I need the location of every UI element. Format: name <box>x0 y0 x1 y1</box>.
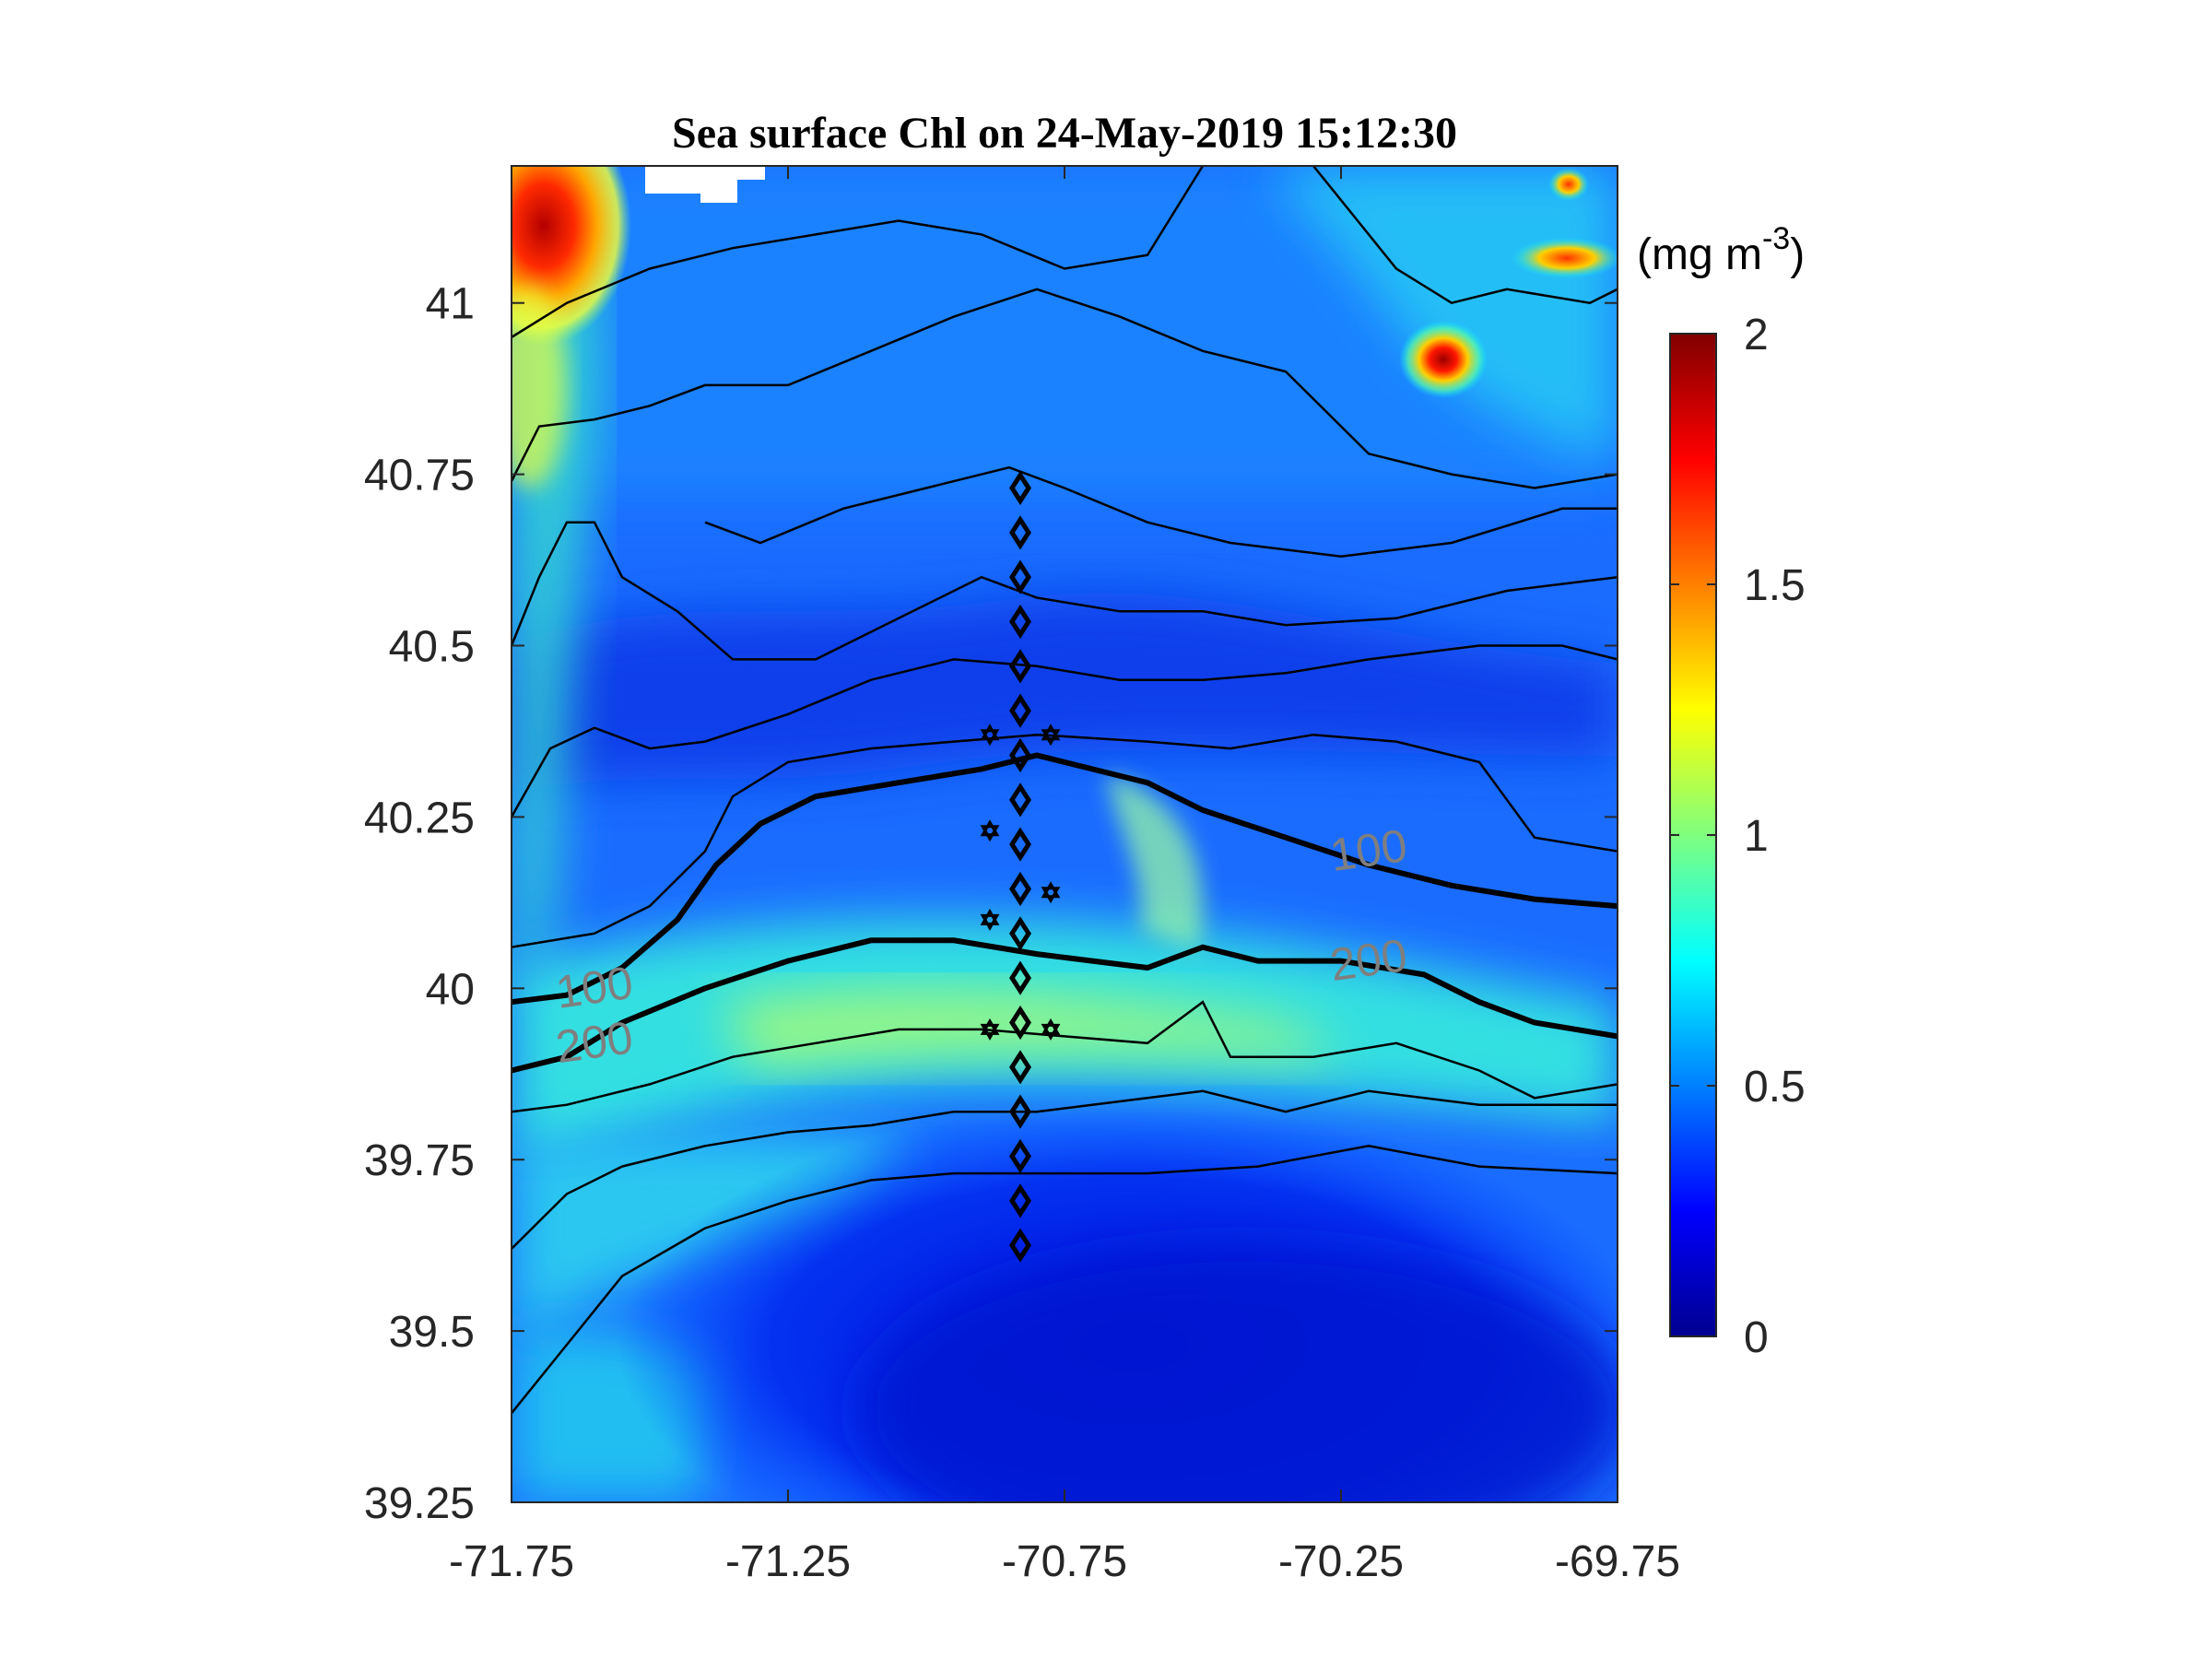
mooring-station-3 <box>1041 881 1061 904</box>
thin-isobath-1 <box>512 1089 1618 1250</box>
ctd-station-11 <box>1009 960 1031 995</box>
colorbar-tick-label-4: 2 <box>1744 311 1769 359</box>
thin-isobath-7 <box>512 288 1618 489</box>
y-tick-label-1: 39.5 <box>389 1308 475 1357</box>
thin-isobath-4 <box>512 644 1618 818</box>
mooring-station-1 <box>1041 724 1061 747</box>
thin-isobath-9 <box>1312 166 1618 305</box>
thin-isobaths <box>512 166 1618 1415</box>
isobath-label-3: 200 <box>1327 929 1410 991</box>
thin-isobath-5 <box>512 521 1618 661</box>
isobath-contours <box>512 166 1618 1415</box>
ctd-station-9 <box>1009 871 1031 907</box>
isobath-100m <box>512 752 1618 1006</box>
thin-isobath-6 <box>704 465 1618 559</box>
colorbar-tick-label-0: 0 <box>1744 1313 1769 1362</box>
colorbar-tick-label-2: 1 <box>1744 812 1769 861</box>
mooring-station-0 <box>980 724 1000 747</box>
isobath-label-0: 100 <box>553 957 636 1018</box>
isobath-200m <box>512 937 1618 1074</box>
mooring-station-2 <box>980 819 1000 842</box>
ctd-station-14 <box>1009 1094 1031 1129</box>
x-tick-label-2: -70.75 <box>1002 1537 1127 1586</box>
ctd-station-17 <box>1009 1228 1031 1263</box>
ctd-station-6 <box>1009 737 1031 773</box>
ctd-station-7 <box>1009 782 1031 818</box>
ctd-station-3 <box>1009 604 1031 640</box>
x-tick-label-0: -71.75 <box>449 1537 574 1586</box>
y-tick-label-2: 39.75 <box>364 1136 475 1185</box>
y-tick-label-4: 40.25 <box>364 794 475 842</box>
ctd-station-15 <box>1009 1138 1031 1174</box>
y-tick-label-3: 40 <box>426 965 475 1014</box>
y-tick-label-0: 39.25 <box>364 1479 475 1528</box>
x-tick-label-4: -69.75 <box>1555 1537 1680 1586</box>
ctd-station-0 <box>1009 470 1031 506</box>
ctd-station-13 <box>1009 1050 1031 1085</box>
ctd-station-4 <box>1009 649 1031 684</box>
mooring-station-4 <box>980 908 1000 931</box>
ctd-station-10 <box>1009 916 1031 951</box>
isobath-label-1: 100 <box>1327 819 1410 881</box>
isobath-label-2: 200 <box>553 1011 636 1073</box>
mooring-station-6 <box>1041 1018 1061 1041</box>
chart-title: Sea surface Chl on 24-May-2019 15:12:30 <box>672 109 1457 158</box>
ctd-station-5 <box>1009 693 1031 728</box>
x-axis-ticks: -71.75 -71.25 -70.75 -70.25 -69.75 <box>449 166 1680 1586</box>
colorbar-unit-label: (mg m-3) <box>1637 221 1805 279</box>
station-markers <box>980 470 1061 1263</box>
colorbar-tick-label-3: 1.5 <box>1744 561 1806 610</box>
y-tick-label-5: 40.5 <box>389 623 475 672</box>
ctd-station-2 <box>1009 559 1031 594</box>
ctd-station-16 <box>1009 1183 1031 1218</box>
ctd-station-1 <box>1009 515 1031 550</box>
thin-isobath-8 <box>512 166 1205 338</box>
ctd-station-12 <box>1009 1005 1031 1041</box>
mooring-station-5 <box>980 1018 1000 1041</box>
ctd-station-8 <box>1009 827 1031 862</box>
thin-isobath-0 <box>512 1145 1618 1415</box>
thin-isobath-2 <box>512 1000 1618 1113</box>
x-tick-label-3: -70.25 <box>1278 1537 1404 1586</box>
y-tick-label-6: 40.75 <box>364 452 475 500</box>
chlorophyll-field <box>512 166 1618 1502</box>
colorbar-ticks: 0 0.5 1 1.5 2 <box>1670 311 1806 1362</box>
x-tick-label-1: -71.25 <box>725 1537 851 1586</box>
y-axis-ticks: 39.25 39.5 39.75 40 40.25 40.5 40.75 41 <box>364 280 1618 1528</box>
colorbar-tick-label-1: 0.5 <box>1744 1063 1806 1112</box>
y-tick-label-7: 41 <box>426 280 475 329</box>
